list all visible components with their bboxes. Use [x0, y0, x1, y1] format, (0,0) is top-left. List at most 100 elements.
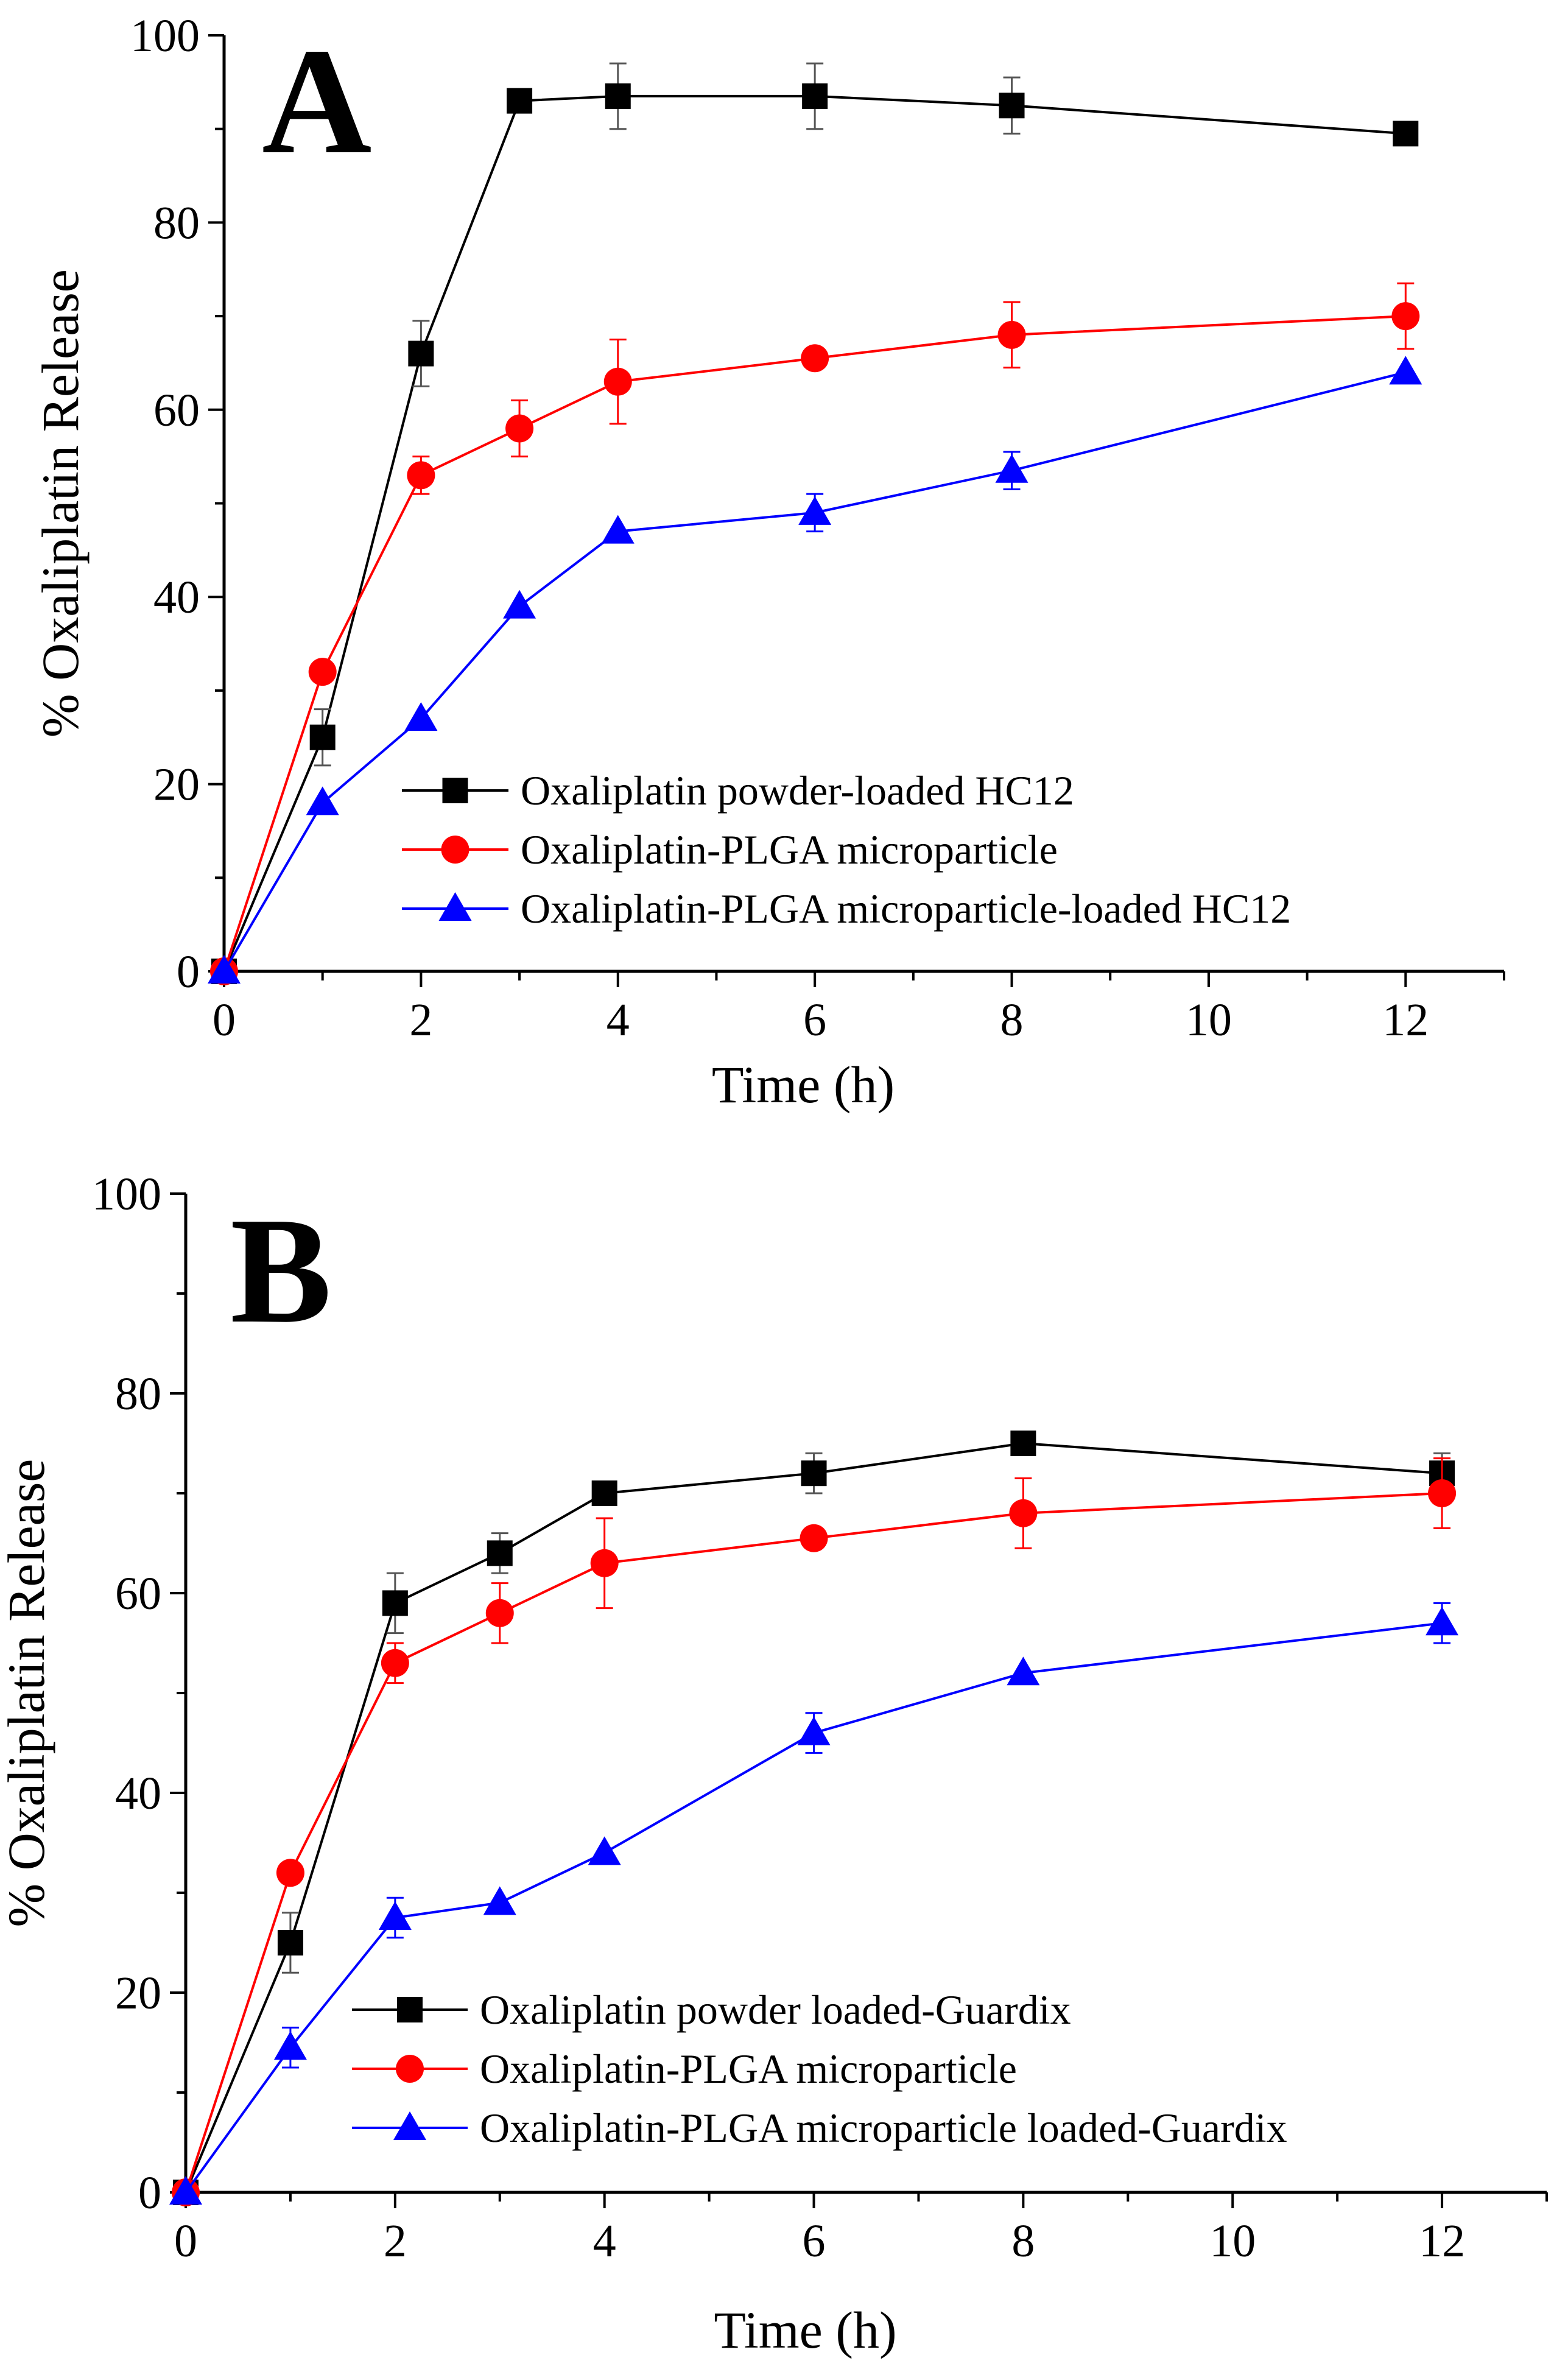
legend: Oxaliplatin powder loaded-Guardix Oxalipl…: [352, 1987, 1287, 2151]
data-point: [1007, 1656, 1040, 1686]
data-point: [277, 1930, 303, 1955]
x-tick-label: 10: [1186, 994, 1232, 1046]
data-point: [306, 786, 339, 815]
x-tick-label: 0: [213, 994, 236, 1046]
series-circle: [172, 1457, 1457, 2206]
data-point: [802, 83, 828, 109]
x-axis-title: Time (h): [714, 2301, 896, 2359]
x-tick-label: 2: [409, 994, 432, 1046]
data-point: [995, 454, 1028, 483]
data-point: [601, 515, 635, 544]
x-tick-label: 12: [1419, 2216, 1465, 2267]
x-axis-title: Time (h): [712, 1055, 895, 1114]
data-point: [798, 496, 832, 525]
series-circle: [210, 282, 1420, 985]
data-point: [503, 590, 536, 619]
data-point: [404, 702, 438, 731]
y-tick-label: 20: [115, 1968, 161, 2019]
data-point: [797, 1716, 831, 1745]
data-point: [801, 1460, 827, 1487]
series-line: [185, 1441, 1443, 2193]
data-point: [800, 1524, 828, 1552]
x-tick-label: 8: [1000, 994, 1024, 1046]
data-point: [309, 724, 336, 750]
y-tick-label: 20: [153, 759, 200, 811]
panel-letter: A: [262, 17, 372, 186]
data-point: [169, 2176, 202, 2205]
data-point: [487, 1540, 513, 1566]
y-axis-title: % Oxaliplatin Release: [31, 269, 90, 737]
data-point: [382, 1590, 408, 1616]
data-point: [208, 955, 241, 984]
y-tick-label: 0: [177, 946, 200, 998]
y-tick-label: 0: [138, 2167, 161, 2219]
legend-label: Oxaliplatin-PLGA microparticle: [521, 826, 1058, 873]
legend-label: Oxaliplatin powder loaded-Guardix: [480, 1987, 1071, 2033]
legend-marker: [442, 778, 468, 803]
data-point: [997, 320, 1026, 349]
x-tick-label: 4: [593, 2216, 616, 2267]
series-triangle: [169, 1602, 1459, 2205]
data-point: [1009, 1499, 1038, 1527]
data-point: [485, 1599, 514, 1627]
legend-marker: [397, 1997, 423, 2022]
data-point: [1393, 121, 1419, 147]
data-point: [276, 1859, 304, 1887]
series-line: [223, 371, 1406, 973]
series-line: [223, 94, 1406, 972]
y-tick-label: 60: [153, 385, 200, 436]
legend-marker: [396, 2055, 424, 2083]
legend-marker: [393, 2111, 426, 2140]
legend-label: Oxaliplatin powder-loaded HC12: [521, 767, 1074, 814]
x-tick-label: 8: [1011, 2216, 1035, 2267]
legend-label: Oxaliplatin-PLGA microparticle loaded-Gu…: [480, 2105, 1287, 2151]
x-tick-label: 6: [803, 2216, 826, 2267]
data-point: [591, 1480, 617, 1506]
x-tick-label: 2: [384, 2216, 407, 2267]
y-tick-label: 100: [130, 10, 200, 62]
data-point: [603, 367, 632, 396]
data-point: [1426, 1607, 1459, 1636]
data-point: [1391, 302, 1420, 331]
legend: Oxaliplatin powder-loaded HC12 Oxaliplati…: [402, 767, 1291, 932]
x-tick-label: 10: [1209, 2216, 1256, 2267]
data-point: [605, 83, 631, 109]
y-tick-label: 80: [115, 1368, 161, 1420]
data-point: [801, 344, 829, 373]
x-tick-label: 6: [803, 994, 826, 1046]
legend-marker: [438, 892, 472, 921]
x-tick-label: 12: [1382, 994, 1429, 1046]
data-point: [1010, 1431, 1036, 1456]
series-line: [223, 315, 1406, 972]
legend-label: Oxaliplatin-PLGA microparticle: [480, 2046, 1017, 2092]
chart-panel-a: 0 20 40 60 80 100 0 2 4 6 8 10 12 Time (h) % Oxaliplat…: [31, 10, 1505, 1114]
series-line: [185, 1492, 1443, 2193]
data-point: [483, 1886, 516, 1915]
y-tick-label: 40: [153, 572, 200, 623]
data-point: [408, 340, 434, 367]
data-point: [1428, 1479, 1457, 1507]
data-point: [407, 461, 435, 490]
data-point: [1389, 356, 1422, 385]
y-tick-label: 80: [153, 197, 200, 248]
y-tick-label: 100: [92, 1169, 161, 1220]
data-point: [308, 658, 337, 686]
x-tick-label: 0: [174, 2216, 197, 2267]
data-point: [999, 93, 1025, 119]
data-point: [381, 1649, 409, 1677]
series-triangle: [208, 356, 1422, 984]
y-tick-label: 40: [115, 1768, 161, 1819]
x-tick-label: 4: [606, 994, 630, 1046]
data-point: [273, 2031, 307, 2060]
data-point: [507, 88, 533, 114]
panel-letter: B: [230, 1186, 332, 1355]
series-line: [185, 1622, 1443, 2194]
chart-panel-b: 0 20 40 60 80 100 0 2 4 6 8 10 12 Time (h) % Oxaliplat…: [0, 1169, 1548, 2359]
legend-label: Oxaliplatin-PLGA microparticle-loaded HC…: [521, 885, 1291, 932]
data-point: [505, 414, 534, 443]
data-point: [378, 1901, 412, 1930]
y-tick-label: 60: [115, 1568, 161, 1619]
legend-marker: [441, 836, 469, 864]
data-point: [590, 1549, 619, 1577]
